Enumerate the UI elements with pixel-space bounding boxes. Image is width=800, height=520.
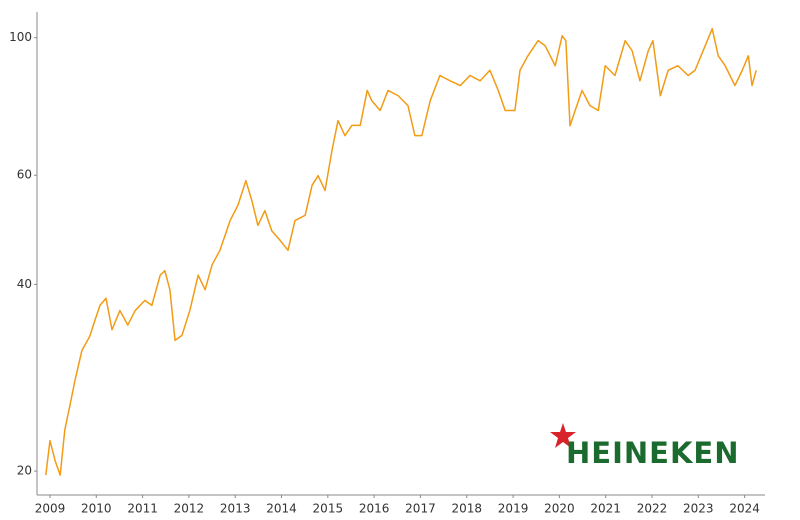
x-tick-label: 2018 bbox=[451, 502, 482, 516]
x-tick-label: 2013 bbox=[220, 502, 251, 516]
x-tick-label: 2020 bbox=[544, 502, 575, 516]
x-tick-label: 2021 bbox=[590, 502, 621, 516]
logo-star bbox=[550, 423, 576, 448]
x-tick-label: 2012 bbox=[174, 502, 205, 516]
logo: HEINEKEN bbox=[550, 423, 740, 470]
x-tick-label: 2011 bbox=[127, 502, 158, 516]
x-tick-label: 2023 bbox=[683, 502, 714, 516]
x-tick-label: 2014 bbox=[266, 502, 297, 516]
x-tick-label: 2010 bbox=[81, 502, 112, 516]
y-tick-label: 60 bbox=[17, 168, 32, 182]
x-tick-label: 2024 bbox=[729, 502, 760, 516]
logo-text: HEINEKEN bbox=[566, 436, 740, 470]
price-line bbox=[45, 27, 757, 476]
x-tick-label: 2017 bbox=[405, 502, 436, 516]
x-tick-label: 2015 bbox=[313, 502, 344, 516]
x-tick-label: 2009 bbox=[35, 502, 66, 516]
x-tick-label: 2016 bbox=[359, 502, 390, 516]
y-tick-label: 20 bbox=[17, 464, 32, 478]
y-tick-label: 40 bbox=[17, 277, 32, 291]
x-tick-label: 2022 bbox=[637, 502, 668, 516]
x-tick-label: 2019 bbox=[498, 502, 529, 516]
y-tick-label: 100 bbox=[9, 30, 32, 44]
